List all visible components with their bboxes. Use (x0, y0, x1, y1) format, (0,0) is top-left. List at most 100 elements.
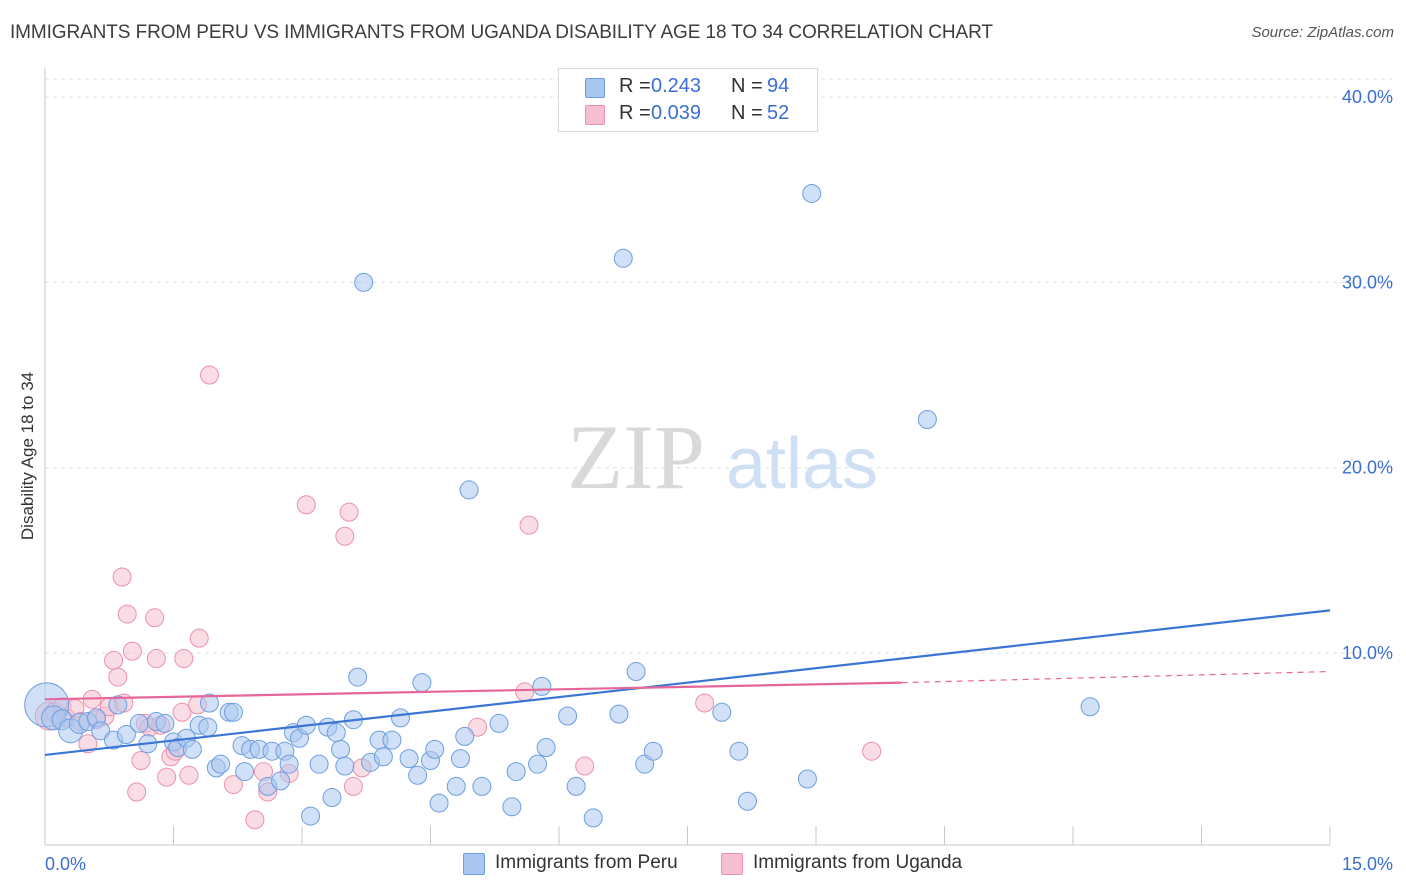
peru-point (412, 673, 432, 693)
uganda-point (189, 628, 209, 648)
chart-source: Source: ZipAtlas.com (1251, 24, 1394, 41)
trend-lines (44, 609, 1331, 757)
uganda-point (122, 641, 142, 661)
peru-point (802, 183, 822, 203)
peru-point (558, 706, 578, 726)
legend-r-label: R = (619, 75, 651, 97)
correlation-legend: R = 0.243 N = 94 R = 0.039 N = 52 (558, 68, 818, 132)
uganda-trend-line (44, 681, 902, 701)
peru-point (182, 739, 202, 759)
chart-title: IMMIGRANTS FROM PERU VS IMMIGRANTS FROM … (10, 22, 993, 43)
uganda-point (157, 767, 177, 787)
uganda-point (179, 765, 199, 785)
watermark: ZIP atlas (567, 406, 878, 508)
uganda-point (223, 775, 243, 795)
watermark-atlas: atlas (726, 424, 878, 504)
peru-point (373, 747, 393, 767)
peru-point (155, 713, 175, 733)
legend-r-label: R = (619, 102, 651, 124)
peru-point (326, 723, 346, 743)
uganda-point (172, 702, 192, 722)
peru-point (322, 788, 342, 808)
peru-point (737, 791, 757, 811)
peru-point (425, 739, 445, 759)
legend-r-value: 0.039 (651, 102, 702, 124)
y-tick-label: 40.0% (1342, 87, 1393, 107)
uganda-point (146, 649, 166, 669)
x-tick-label: 0.0% (45, 854, 86, 874)
uganda-point (131, 750, 151, 770)
tick-labels: 10.0% 20.0% 30.0% 40.0% 0.0% 15.0% (45, 87, 1393, 874)
legend-label-peru: Immigrants from Peru (495, 852, 678, 873)
peru-point (408, 765, 428, 785)
peru-point (643, 741, 663, 761)
uganda-point (519, 515, 539, 535)
peru-point (309, 754, 329, 774)
uganda-point (296, 495, 316, 515)
peru-point (450, 749, 470, 769)
peru-point (348, 667, 368, 687)
legend-swatch-peru (585, 78, 605, 98)
uganda-point (174, 649, 194, 669)
peru-point (917, 410, 937, 430)
peru-point (532, 676, 552, 696)
peru-point (583, 808, 603, 828)
peru-point (271, 771, 291, 791)
legend-r-value: 0.243 (651, 75, 702, 97)
y-axis-label: Disability Age 18 to 34 (18, 371, 37, 541)
peru-point (446, 776, 466, 796)
peru-point (211, 754, 231, 774)
uganda-point (145, 608, 165, 628)
uganda-trend-extension (901, 670, 1331, 684)
watermark-zip: ZIP (567, 406, 705, 508)
uganda-point (127, 782, 147, 802)
uganda-point (339, 502, 359, 522)
data-points (24, 183, 1100, 830)
peru-point (198, 717, 218, 737)
uganda-point (695, 693, 715, 713)
uganda-point (343, 776, 363, 796)
peru-point (797, 769, 817, 789)
uganda-point (468, 717, 488, 737)
peru-trend-line (44, 609, 1331, 757)
peru-point (391, 708, 411, 728)
peru-point (729, 741, 749, 761)
peru-point (301, 806, 321, 826)
y-tick-label: 30.0% (1342, 272, 1393, 292)
x-tick-label: 15.0% (1342, 854, 1393, 874)
peru-point (354, 272, 374, 292)
uganda-point (199, 365, 219, 385)
peru-point (382, 730, 402, 750)
legend-n-label: N = (731, 102, 763, 124)
uganda-point (245, 810, 265, 830)
peru-point (712, 702, 732, 722)
grid-lines (45, 78, 1392, 654)
peru-point (235, 762, 255, 782)
peru-point (399, 749, 419, 769)
peru-point (528, 754, 548, 774)
uganda-point (335, 526, 355, 546)
peru-point (429, 793, 449, 813)
uganda-point (515, 682, 535, 702)
peru-point (613, 248, 633, 268)
peru-point (459, 480, 479, 500)
legend-n-label: N = (731, 75, 763, 97)
legend-swatch-peru (463, 853, 485, 875)
peru-point (1080, 697, 1100, 717)
uganda-point (78, 734, 98, 754)
peru-point (129, 713, 149, 733)
peru-point (455, 726, 475, 746)
y-tick-label: 20.0% (1342, 458, 1393, 478)
peru-point (223, 702, 243, 722)
peru-point (199, 693, 219, 713)
uganda-point (104, 650, 124, 670)
y-tick-label: 10.0% (1342, 643, 1393, 663)
legend-label-uganda: Immigrants from Uganda (753, 852, 963, 873)
legend-swatch-uganda (585, 105, 605, 125)
peru-point (489, 713, 509, 733)
peru-point (91, 721, 111, 741)
peru-point (502, 797, 522, 817)
peru-point (536, 738, 556, 758)
peru-point (626, 662, 646, 682)
